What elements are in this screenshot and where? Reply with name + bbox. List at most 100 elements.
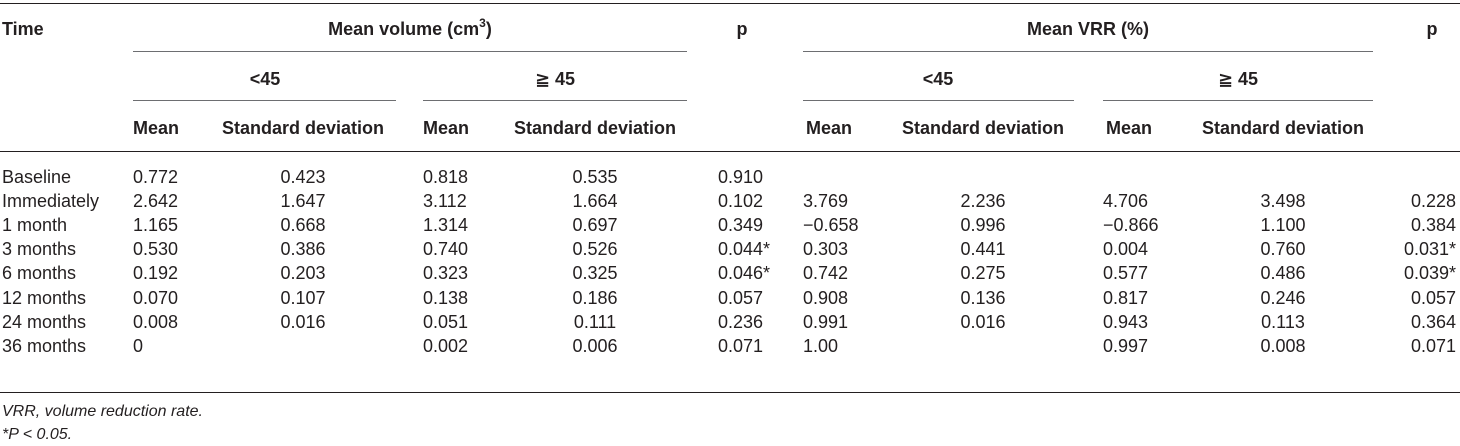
cell-v-lt-sd: 0.423 xyxy=(280,167,326,187)
cell-v-ge-sd: 0.111 xyxy=(573,311,617,332)
cell-v-ge-sd: 0.006 xyxy=(572,335,618,356)
cell-v-lt-mean: 0 xyxy=(133,335,144,356)
cell-r-ge-mean: 0.004 xyxy=(1103,239,1149,260)
cell-r-ge-mean: −0.866 xyxy=(1103,215,1159,236)
cell-r-lt-mean: 3.769 xyxy=(803,191,849,212)
cell-v-lt-sd: 0.016 xyxy=(280,311,326,332)
cell-p2: 0.057 xyxy=(1410,287,1456,308)
cell-v-lt-sd: 0.386 xyxy=(280,239,326,260)
cell-v-lt-sd: 1.647 xyxy=(280,191,326,212)
cell-v-ge-mean: 1.314 xyxy=(423,215,469,236)
cell-v-ge-sd: 0.697 xyxy=(572,215,618,236)
cell-p2: 0.364 xyxy=(1410,311,1456,332)
cell-time: 3 months xyxy=(2,239,77,260)
cell-v-ge-sd: 0.325 xyxy=(572,263,618,284)
cell-r-lt-mean: 0.908 xyxy=(803,287,849,308)
cell-r-ge-sd: 0.008 xyxy=(1260,335,1306,356)
volume-group-rule xyxy=(133,51,687,52)
cell-v-ge-sd: 0.535 xyxy=(572,167,618,187)
cell-r-ge-mean: 0.943 xyxy=(1103,311,1149,332)
header-volume-lt45-sd: Standard deviation xyxy=(221,118,385,138)
cell-p1: 0.349 xyxy=(718,215,764,236)
cell-r-lt-sd: 2.236 xyxy=(960,191,1006,212)
cell-r-lt-sd: 0.016 xyxy=(960,311,1006,332)
cell-r-ge-sd: 0.760 xyxy=(1260,239,1306,260)
cell-r-ge-mean: 0.577 xyxy=(1103,263,1149,284)
cell-v-ge-sd: 0.186 xyxy=(572,287,618,308)
cell-p1: 0.236 xyxy=(718,311,764,332)
cell-v-ge-mean: 0.323 xyxy=(423,263,469,284)
vrr-lt45-rule xyxy=(803,100,1074,101)
vrr-ge45-rule xyxy=(1103,100,1373,101)
cell-r-ge-sd: 0.246 xyxy=(1260,287,1306,308)
header-mean-vrr: Mean VRR (%) xyxy=(1026,19,1150,39)
cell-v-lt-sd: 0.203 xyxy=(280,263,326,284)
cell-time: 36 months xyxy=(2,335,87,356)
header-p-vrr: p xyxy=(1426,19,1438,39)
cell-v-lt-mean: 0.772 xyxy=(133,167,179,187)
cell-v-ge-sd: 0.526 xyxy=(572,239,618,260)
header-vrr-ge45-mean: Mean xyxy=(1106,118,1153,138)
vrr-group-rule xyxy=(803,51,1373,52)
cell-p2: 0.228 xyxy=(1410,191,1456,212)
header-vrr-ge45-sd: Standard deviation xyxy=(1201,118,1365,138)
header-volume-lt45: <45 xyxy=(249,69,281,89)
header-bottom-rule xyxy=(0,151,1460,152)
header-vrr-lt45-sd: Standard deviation xyxy=(901,118,1065,138)
cell-v-lt-sd: 0.668 xyxy=(280,215,326,236)
cell-p2: 0.384 xyxy=(1410,215,1456,236)
header-vrr-ge45: ≧ 45 xyxy=(1217,69,1259,89)
cell-v-lt-mean: 0.192 xyxy=(133,263,179,284)
header-time: Time xyxy=(2,19,44,39)
cell-p1: 0.046* xyxy=(718,263,771,284)
cell-time: 12 months xyxy=(2,287,87,308)
header-volume-lt45-mean: Mean xyxy=(133,118,180,138)
header-vrr-lt45: <45 xyxy=(922,69,954,89)
cell-p1: 0.071 xyxy=(718,335,764,356)
cell-v-ge-mean: 3.112 xyxy=(423,191,467,212)
cell-r-ge-sd: 0.486 xyxy=(1260,263,1306,284)
cell-r-ge-mean: 0.997 xyxy=(1103,335,1149,356)
cell-r-ge-sd: 1.100 xyxy=(1260,215,1306,236)
header-p-volume: p xyxy=(736,19,748,39)
cell-time: Baseline xyxy=(2,167,72,187)
footnote-significance: *P < 0.05. xyxy=(2,426,73,443)
cell-r-lt-mean: −0.658 xyxy=(803,215,859,236)
cell-time: Immediately xyxy=(2,191,100,212)
cell-r-lt-sd: 0.441 xyxy=(960,239,1006,260)
cell-time: 24 months xyxy=(2,311,87,332)
header-volume-ge45-sd: Standard deviation xyxy=(513,118,677,138)
header-mean-volume: Mean volume (cm3) xyxy=(328,16,492,39)
cell-v-ge-mean: 0.818 xyxy=(423,167,469,187)
top-rule xyxy=(0,3,1460,4)
cell-p2: 0.071 xyxy=(1410,335,1456,356)
cell-v-lt-mean: 0.070 xyxy=(133,287,179,308)
cell-time: 1 month xyxy=(2,215,68,236)
cell-r-lt-mean: 0.742 xyxy=(803,263,849,284)
cell-v-lt-mean: 1.165 xyxy=(133,215,179,236)
cell-r-lt-sd: 0.996 xyxy=(960,215,1006,236)
cell-r-ge-sd: 0.113 xyxy=(1261,311,1305,332)
cell-v-ge-mean: 0.138 xyxy=(423,287,469,308)
volume-lt45-rule xyxy=(133,100,396,101)
cell-r-lt-mean: 1.00 xyxy=(803,335,839,356)
cell-r-ge-sd: 3.498 xyxy=(1260,191,1306,212)
cell-v-lt-mean: 0.008 xyxy=(133,311,179,332)
header-vrr-lt45-mean: Mean xyxy=(806,118,853,138)
cell-p2: 0.039* xyxy=(1403,263,1456,284)
cell-r-ge-mean: 0.817 xyxy=(1103,287,1149,308)
cell-v-lt-mean: 2.642 xyxy=(133,191,179,212)
cell-r-lt-sd: 0.275 xyxy=(960,263,1006,284)
header-volume-ge45: ≧ 45 xyxy=(534,69,576,89)
volume-ge45-rule xyxy=(423,100,687,101)
cell-r-lt-mean: 0.991 xyxy=(803,311,849,332)
cell-p2: 0.031* xyxy=(1403,239,1456,260)
header-volume-ge45-mean: Mean xyxy=(423,118,470,138)
cell-v-ge-mean: 0.051 xyxy=(423,311,469,332)
table-bottom-rule xyxy=(0,392,1460,393)
cell-v-ge-mean: 0.002 xyxy=(423,335,469,356)
cell-p1: 0.910 xyxy=(718,167,764,187)
cell-p1: 0.102 xyxy=(718,191,764,212)
cell-r-lt-mean: 0.303 xyxy=(803,239,849,260)
cell-p1: 0.057 xyxy=(718,287,764,308)
